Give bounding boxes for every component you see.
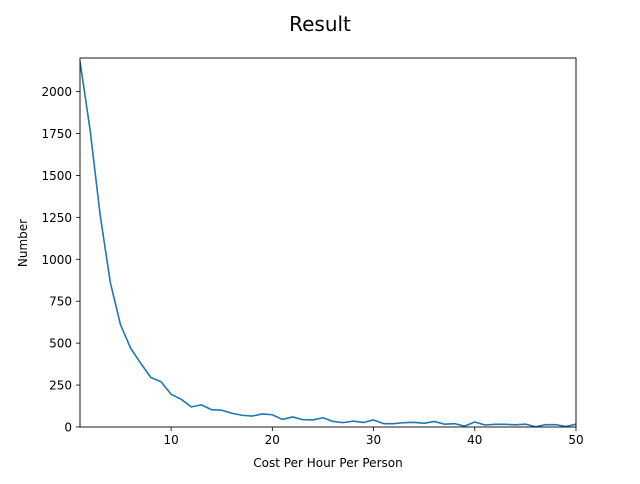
chart-title: Result	[289, 12, 351, 36]
x-tick-label: 30	[366, 433, 381, 447]
series-layer	[80, 61, 576, 427]
x-tick-label: 10	[163, 433, 178, 447]
y-tick-label: 1000	[41, 253, 72, 267]
y-tick-label: 1500	[41, 169, 72, 183]
series-line	[80, 61, 576, 426]
plot-area-frame	[80, 58, 576, 427]
y-tick-label: 1750	[41, 127, 72, 141]
x-tick-label: 50	[568, 433, 583, 447]
y-tick-label: 0	[64, 421, 72, 435]
y-tick-label: 500	[49, 337, 72, 351]
y-axis-label: Number	[16, 219, 30, 267]
x-axis-ticks: 10 20 30 40 50	[163, 427, 583, 447]
x-tick-label: 40	[467, 433, 482, 447]
y-tick-label: 750	[49, 295, 72, 309]
x-axis-label: Cost Per Hour Per Person	[253, 456, 402, 470]
y-tick-label: 1250	[41, 211, 72, 225]
y-axis-ticks: 0 250 500 750 1000 1250 1500 1750 2000	[41, 85, 80, 434]
y-tick-label: 250	[49, 379, 72, 393]
x-tick-label: 20	[265, 433, 280, 447]
y-tick-label: 2000	[41, 85, 72, 99]
